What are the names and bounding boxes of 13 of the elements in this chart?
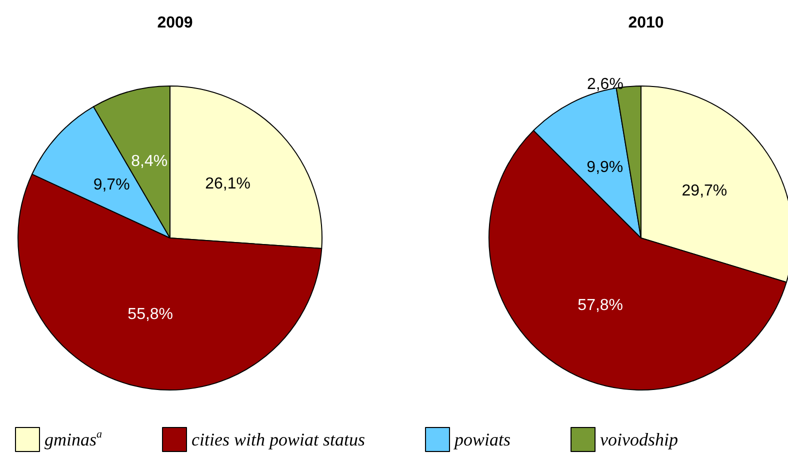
data-label: 57,8%: [578, 297, 624, 314]
data-label: 26,1%: [205, 176, 250, 193]
legend-label: cities with powiat status: [192, 430, 366, 450]
legend-label: voivodship: [600, 430, 678, 450]
data-label: 2,6%: [586, 76, 624, 94]
data-label: 8,4%: [131, 153, 168, 170]
slice-label: 2010: [628, 14, 664, 32]
slice-label: 2009: [157, 14, 193, 32]
data-label: 9,7%: [93, 176, 130, 194]
data-label: 29,7%: [682, 182, 728, 200]
data-label: 55,8%: [128, 306, 174, 324]
data-label: 9,9%: [586, 159, 624, 176]
legend-label: powiats: [452, 430, 511, 450]
